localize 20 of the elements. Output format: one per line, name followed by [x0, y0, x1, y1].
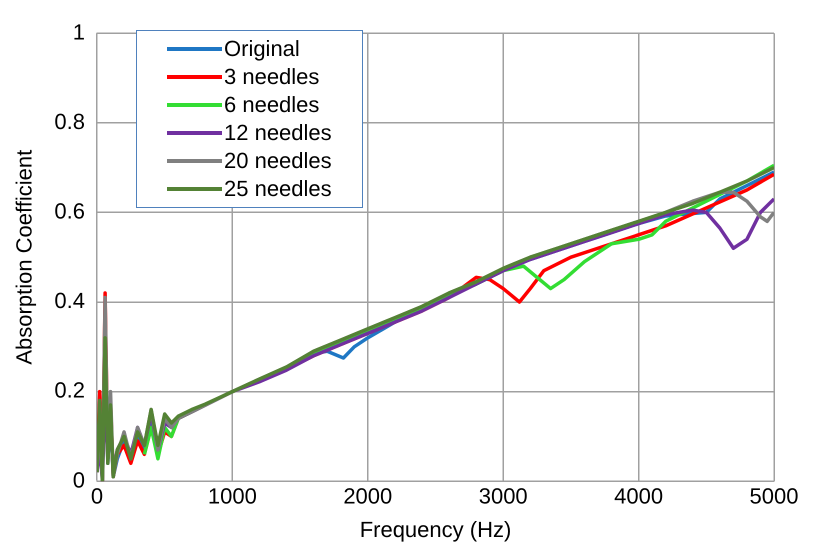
x-axis-title: Frequency (Hz)	[360, 516, 512, 542]
x-tick-label: 3000	[478, 483, 528, 508]
y-tick-label: 1	[72, 19, 85, 44]
legend-label: 3 needles	[224, 63, 320, 91]
legend-label: 12 needles	[224, 119, 332, 147]
x-tick-label: 1000	[208, 483, 257, 508]
y-tick-label: 0	[72, 467, 85, 492]
y-axis-title: Absorption Coefficient	[11, 150, 36, 365]
x-tick-label: 2000	[343, 483, 392, 508]
x-tick-label: 0	[90, 483, 104, 508]
legend-label: 20 needles	[224, 147, 332, 175]
legend-label: 6 needles	[224, 91, 320, 119]
y-tick-label: 0.6	[54, 198, 85, 224]
legend-label: Original	[224, 35, 300, 63]
y-tick-label: 0.8	[54, 108, 85, 134]
x-tick-label: 4000	[614, 483, 664, 508]
x-tick-label: 5000	[750, 483, 798, 508]
legend-label: 25 needles	[224, 175, 332, 203]
y-tick-label: 0.2	[54, 378, 85, 403]
y-tick-label: 0.4	[54, 288, 85, 314]
